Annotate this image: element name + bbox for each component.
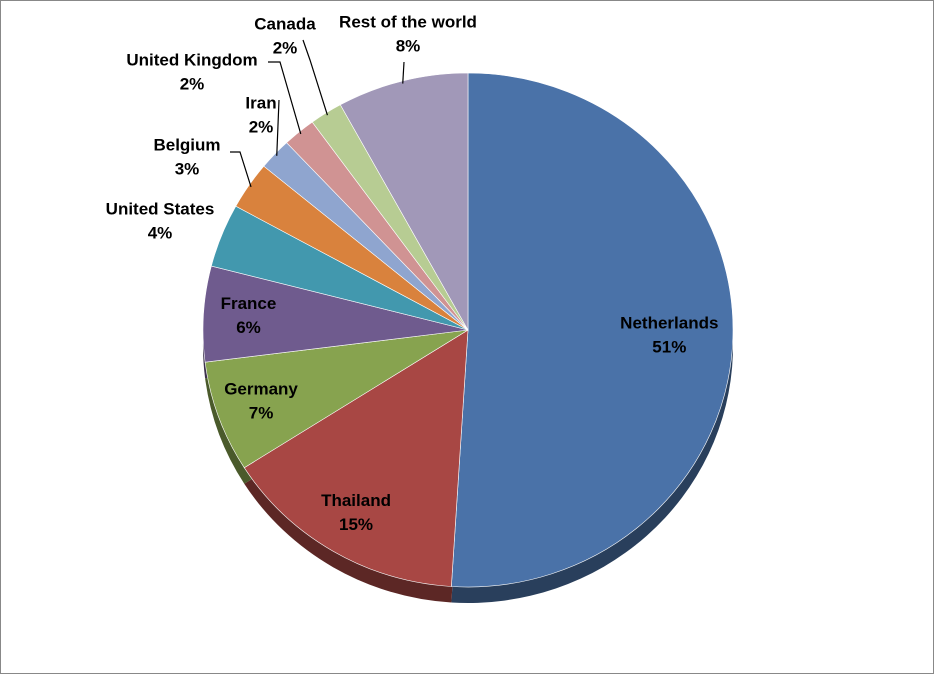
slice-label: United Kingdom	[126, 50, 257, 69]
slice-label: Rest of the world	[339, 12, 477, 31]
slice-label: Canada	[254, 14, 316, 33]
slice-label: Thailand	[321, 491, 391, 510]
slice-label: Netherlands	[620, 314, 718, 333]
slice-label: Iran	[245, 93, 276, 112]
leader-line	[268, 61, 302, 135]
slice	[243, 329, 469, 587]
value-label: 2%	[249, 117, 274, 136]
slice	[204, 329, 469, 469]
slice-label: France	[221, 294, 277, 313]
value-label: 8%	[396, 36, 421, 55]
value-label: 2%	[273, 38, 298, 57]
slice	[451, 72, 734, 588]
slice-label: Germany	[224, 380, 298, 399]
value-label: 15%	[339, 515, 373, 534]
value-label: 4%	[148, 223, 173, 242]
leader-line	[302, 39, 328, 116]
value-label: 51%	[652, 338, 686, 357]
pie	[202, 72, 734, 588]
slice-label: United States	[106, 199, 215, 218]
leader-line	[276, 99, 280, 156]
leader-line	[230, 151, 252, 188]
slice-label: Belgium	[153, 135, 220, 154]
slice	[339, 72, 469, 332]
value-label: 2%	[180, 74, 205, 93]
value-label: 3%	[175, 159, 200, 178]
leader-line	[402, 61, 405, 84]
value-label: 7%	[249, 404, 274, 423]
value-label: 6%	[236, 318, 261, 337]
